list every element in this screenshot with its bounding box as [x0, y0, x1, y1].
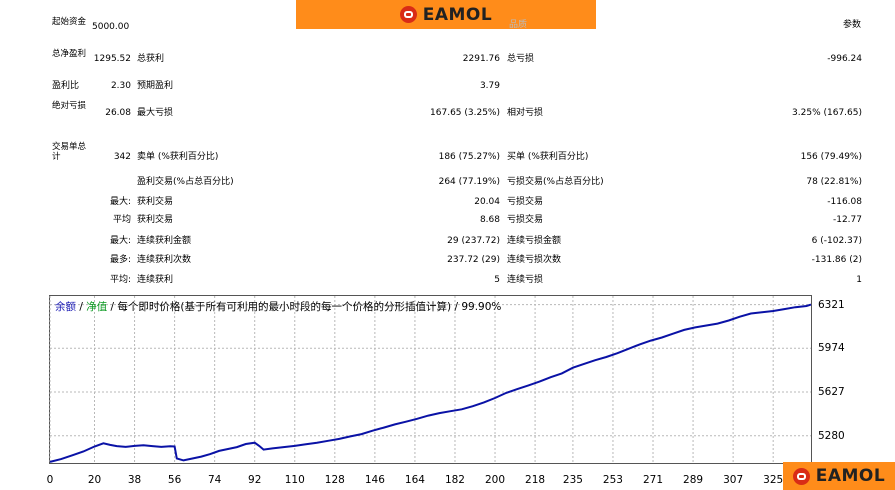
x-tick-label: 0	[46, 474, 54, 486]
max-consec-loss-count-label: 连续亏损次数	[507, 255, 562, 265]
max-consec-amount-prefix: 最大:	[109, 236, 131, 246]
profit-trades-label: 盈利交易(%占总百分比)	[137, 177, 234, 187]
max-consec-loss-amount-value: 6 (-102.37)	[811, 236, 862, 246]
largest-loss-label: 亏损交易	[507, 197, 544, 207]
avg-consec-profit-label: 连续获利	[137, 275, 174, 285]
avg-consec-loss-value: 1	[856, 275, 862, 285]
long-trades-label: 买单 (%获利百分比)	[507, 152, 589, 162]
relative-drawdown-label: 相对亏损	[507, 108, 544, 118]
max-consec-profit-count-label: 连续获利次数	[137, 255, 192, 265]
expected-payoff-value: 3.79	[479, 81, 500, 91]
average-loss-label: 亏损交易	[507, 215, 544, 225]
x-tick-label: 128	[324, 474, 345, 486]
x-tick-label: 110	[284, 474, 305, 486]
y-tick-label: 5974	[818, 342, 845, 355]
net-profit-value: 1295.52	[93, 54, 131, 64]
max-drawdown-label: 最大亏损	[137, 108, 174, 118]
legend-separator: /	[76, 301, 87, 313]
x-tick-label: 325	[763, 474, 784, 486]
expected-payoff-label: 预期盈利	[137, 81, 174, 91]
x-tick-label: 271	[642, 474, 664, 486]
brand-banner-bottom: EAMOL	[783, 462, 895, 490]
x-tick-label: 235	[562, 474, 583, 486]
largest-profit-value: 20.04	[474, 197, 500, 207]
max-consec-profit-amount-value: 29 (237.72)	[447, 236, 500, 246]
profit-factor-label: 盈利比	[52, 81, 80, 91]
brand-logo-text-bottom: EAMOL	[815, 466, 886, 486]
gross-profit-value: 2291.76	[462, 54, 500, 64]
header-param-label: 参数	[843, 20, 862, 30]
header-quality-label: 品质	[509, 20, 528, 30]
legend-balance: 余额	[55, 301, 76, 313]
brand-banner-top: EAMOL	[296, 0, 596, 29]
x-tick-label: 182	[444, 474, 465, 486]
average-prefix: 平均	[112, 215, 131, 225]
y-tick-label: 5627	[818, 386, 845, 399]
gross-loss-label: 总亏损	[507, 54, 535, 64]
x-tick-label: 74	[207, 474, 222, 486]
largest-profit-label: 获利交易	[137, 197, 174, 207]
net-profit-label: 总净盈利	[52, 49, 87, 59]
largest-prefix: 最大:	[109, 197, 131, 207]
legend-equity: 净值	[86, 301, 108, 313]
max-drawdown-value: 167.65 (3.25%)	[430, 108, 500, 118]
loss-trades-label: 亏损交易(%占总百分比)	[507, 177, 604, 187]
balance-series-line	[49, 303, 812, 463]
y-tick-label: 6321	[818, 298, 845, 311]
max-consec-profit-count-value: 237.72 (29)	[447, 255, 500, 265]
loss-trades-value: 78 (22.81%)	[806, 177, 862, 187]
initial-deposit-label: 起始资金	[52, 17, 87, 27]
relative-drawdown-value: 3.25% (167.65)	[792, 108, 862, 118]
x-tick-label: 200	[484, 474, 506, 486]
initial-deposit-value: 5000.00	[92, 22, 130, 32]
chart-title: 余额 / 净值 / 每个即时价格(基于所有可利用的最小时段的每一个价格的分形插值…	[55, 299, 501, 314]
avg-consec-prefix: 平均:	[109, 275, 131, 285]
total-trades-label: 交易单总计	[52, 142, 87, 162]
short-trades-value: 186 (75.27%)	[438, 152, 500, 162]
eamol-logo-icon	[399, 6, 417, 23]
max-consec-profit-amount-label: 连续获利金额	[137, 236, 192, 246]
eamol-logo-icon-bottom	[792, 467, 810, 485]
largest-loss-value: -116.08	[827, 197, 862, 207]
x-tick-label: 218	[525, 474, 546, 486]
profit-trades-value: 264 (77.19%)	[438, 177, 500, 187]
x-tick-label: 164	[404, 474, 425, 486]
x-tick-label: 92	[248, 474, 262, 486]
y-tick-label: 5280	[818, 429, 845, 442]
long-trades-value: 156 (79.49%)	[800, 152, 862, 162]
x-tick-label: 20	[87, 474, 102, 486]
x-tick-label: 38	[127, 474, 142, 486]
equity-chart-frame	[49, 295, 812, 464]
brand-logo-text: EAMOL	[422, 4, 493, 25]
x-tick-label: 307	[723, 474, 744, 486]
average-loss-value: -12.77	[832, 215, 862, 225]
x-tick-label: 56	[167, 474, 182, 486]
absolute-drawdown-label: 绝对亏损	[52, 101, 87, 111]
chart-description: / 每个即时价格(基于所有可利用的最小时段的每一个价格的分形插值计算) / 99…	[107, 301, 502, 313]
x-tick-label: 253	[602, 474, 623, 486]
max-consec-count-prefix: 最多:	[109, 255, 131, 265]
max-consec-loss-amount-label: 连续亏损金额	[507, 236, 562, 246]
average-profit-value: 8.68	[479, 215, 500, 225]
profit-factor-value: 2.30	[110, 81, 131, 91]
short-trades-label: 卖单 (%获利百分比)	[137, 152, 219, 162]
avg-consec-profit-value: 5	[494, 275, 500, 285]
gross-loss-value: -996.24	[827, 54, 862, 64]
total-trades-value: 342	[113, 152, 131, 162]
x-tick-label: 289	[683, 474, 704, 486]
x-tick-label: 146	[364, 474, 385, 486]
absolute-drawdown-value: 26.08	[105, 108, 131, 118]
average-profit-label: 获利交易	[137, 215, 174, 225]
avg-consec-loss-label: 连续亏损	[507, 275, 544, 285]
gross-profit-label: 总获利	[137, 54, 165, 64]
max-consec-loss-count-value: -131.86 (2)	[811, 255, 862, 265]
